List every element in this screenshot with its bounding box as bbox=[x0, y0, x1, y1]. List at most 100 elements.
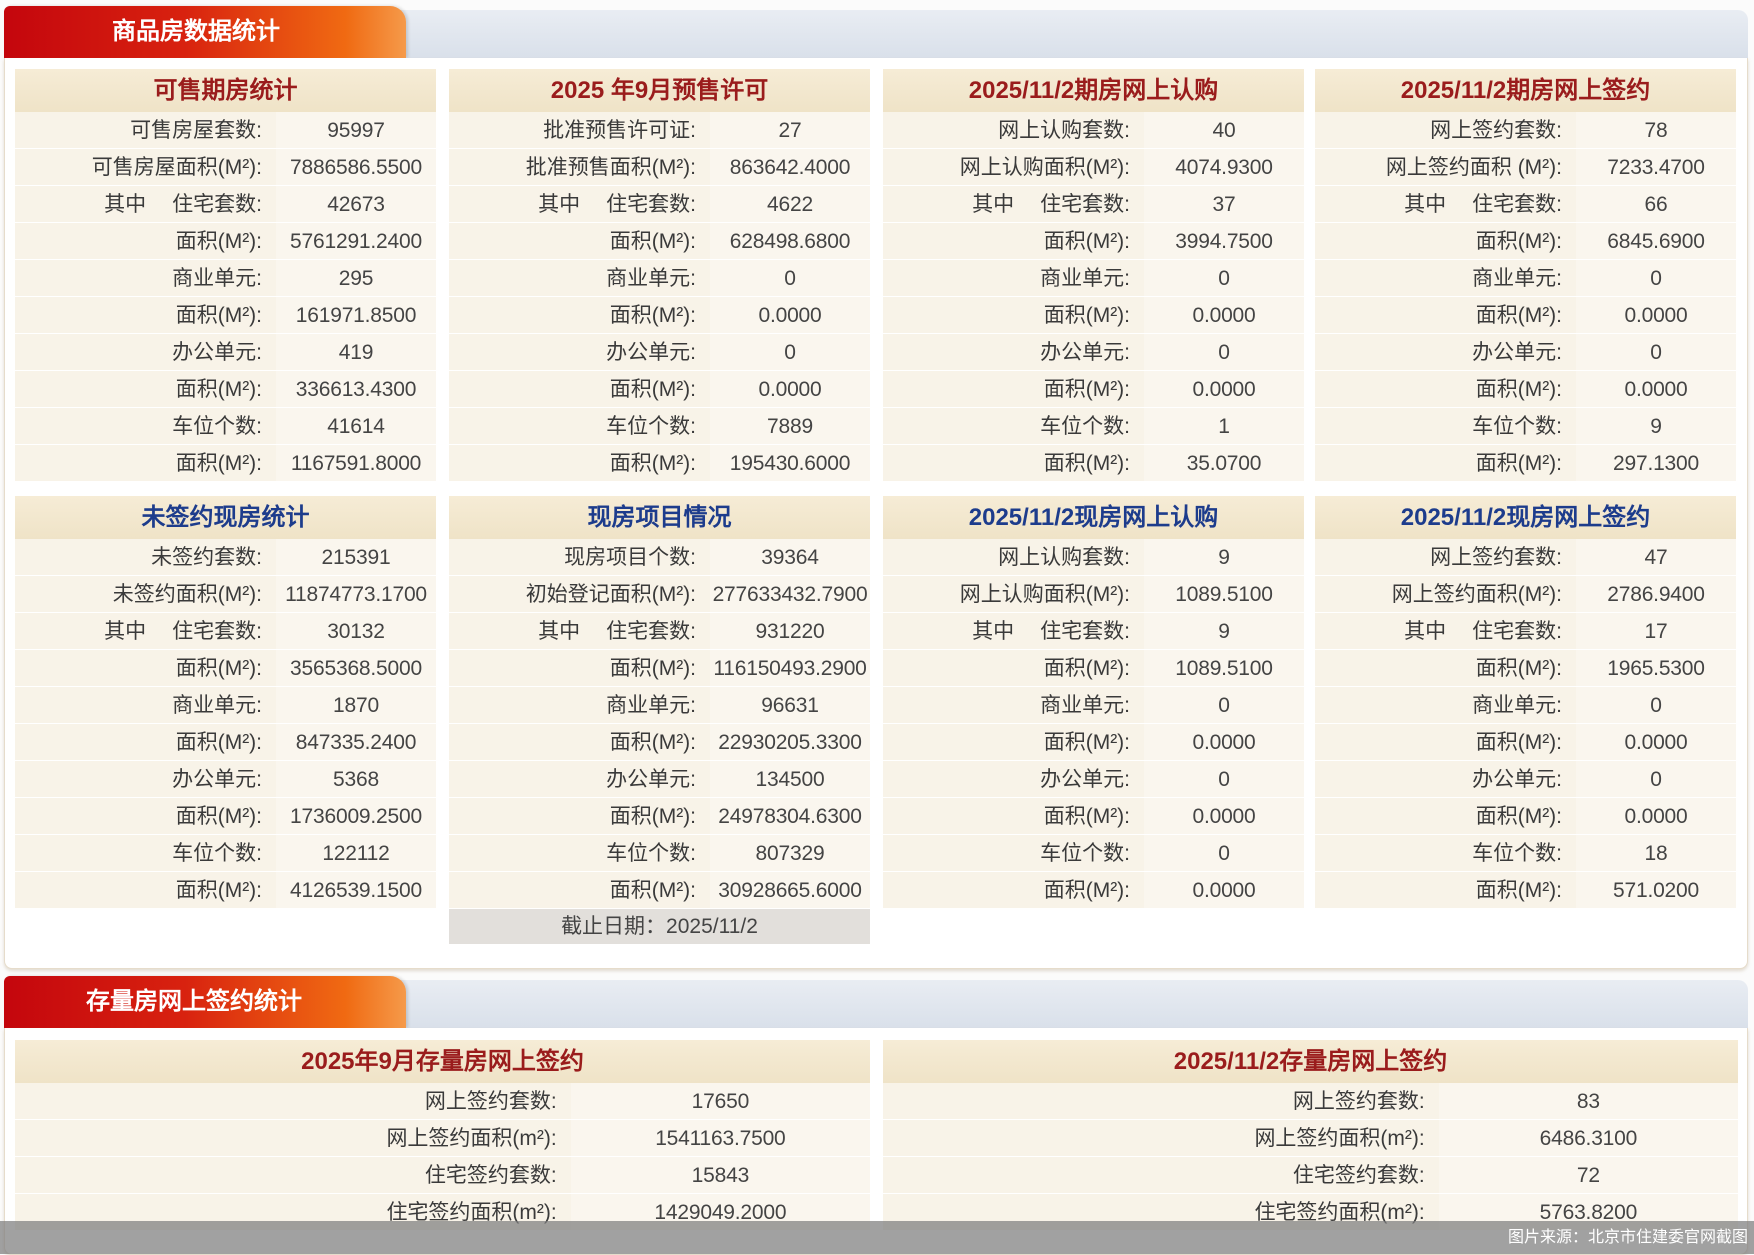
row-value: 96631 bbox=[710, 687, 870, 723]
row-value: 7889 bbox=[710, 408, 870, 444]
panel-title: 可售期房统计 bbox=[15, 69, 436, 112]
row-label-text: 办公单元: bbox=[1040, 768, 1131, 791]
row-label-text: 住宅套数: bbox=[172, 620, 263, 643]
row-value: 3994.7500 bbox=[1144, 223, 1304, 259]
row-value: 134500 bbox=[710, 761, 870, 797]
row-value: 72 bbox=[1438, 1157, 1738, 1193]
row-value: 1965.5300 bbox=[1576, 650, 1736, 686]
row-label: 商业单元: bbox=[15, 260, 276, 296]
table-row: 面积(M²): 161971.8500 bbox=[15, 297, 436, 334]
row-value: 0 bbox=[1144, 835, 1304, 871]
table-row: 面积(M²): 0.0000 bbox=[883, 872, 1304, 909]
table-row: 可售房屋套数: 95997 bbox=[15, 112, 436, 149]
row-label: 面积(M²): bbox=[449, 445, 710, 481]
row-value: 27 bbox=[710, 112, 870, 148]
row-label-text: 网上签约面积(m²): bbox=[386, 1127, 557, 1150]
table-row: 面积(M²): 1089.5100 bbox=[883, 650, 1304, 687]
row-label-text: 商业单元: bbox=[1040, 694, 1131, 717]
row-value: 1870 bbox=[276, 687, 436, 723]
row-label-text: 面积(M²): bbox=[1043, 657, 1131, 680]
table-row: 车位个数: 41614 bbox=[15, 408, 436, 445]
table-row: 面积(M²): 22930205.3300 bbox=[449, 724, 870, 761]
cutoff-date: 截止日期：2025/11/2 bbox=[449, 909, 870, 944]
row-label: 面积(M²): bbox=[15, 798, 276, 834]
row-value: 9 bbox=[1144, 539, 1304, 575]
row-label: 面积(M²): bbox=[883, 371, 1144, 407]
row-value: 0.0000 bbox=[710, 297, 870, 333]
table-row: 办公单元: 0 bbox=[883, 761, 1304, 798]
table-row: 面积(M²): 0.0000 bbox=[449, 371, 870, 408]
stats-panel: 2025/11/2期房网上签约 网上签约套数: 78 网上签约面积 (M²): 7233… bbox=[1315, 69, 1736, 482]
row-prefix: 其中 bbox=[104, 193, 147, 216]
caption-overlay: 图片来源：北京市住建委官网截图 bbox=[0, 1221, 1754, 1254]
row-label-text: 面积(M²): bbox=[175, 879, 263, 902]
table-row: 面积(M²): 0.0000 bbox=[883, 371, 1304, 408]
row-label-text: 商业单元: bbox=[606, 694, 697, 717]
row-label-text: 办公单元: bbox=[172, 768, 263, 791]
row-label: 面积(M²): bbox=[883, 724, 1144, 760]
row-label-text: 办公单元: bbox=[1040, 341, 1131, 364]
table-row: 商业单元: 0 bbox=[883, 687, 1304, 724]
row-label-text: 网上认购面积(M²): bbox=[959, 583, 1131, 606]
row-label-text: 商业单元: bbox=[606, 267, 697, 290]
new-housing-container: 可售期房统计 可售房屋套数: 95997 可售房屋面积(M²): 7886586.550… bbox=[4, 58, 1748, 969]
row-label: 其中 住宅套数: bbox=[449, 613, 710, 649]
table-row: 车位个数: 1 bbox=[883, 408, 1304, 445]
row-label-text: 住宅签约套数: bbox=[1292, 1164, 1425, 1187]
table-row: 面积(M²): 0.0000 bbox=[1315, 798, 1736, 835]
table-row: 商业单元: 0 bbox=[883, 260, 1304, 297]
row-label-text: 面积(M²): bbox=[1475, 731, 1563, 754]
row-value: 9 bbox=[1144, 613, 1304, 649]
row-value: 1541163.7500 bbox=[570, 1120, 870, 1156]
row-value: 3565368.5000 bbox=[276, 650, 436, 686]
row-value: 0.0000 bbox=[1576, 798, 1736, 834]
table-row: 商业单元: 96631 bbox=[449, 687, 870, 724]
table-row: 网上签约套数: 17650 bbox=[15, 1083, 870, 1120]
row-label: 面积(M²): bbox=[15, 223, 276, 259]
row-value: 0 bbox=[1144, 334, 1304, 370]
row-value: 297.1300 bbox=[1576, 445, 1736, 481]
row-value: 863642.4000 bbox=[710, 149, 870, 185]
row-value: 0 bbox=[1144, 260, 1304, 296]
section-tab: 存量房网上签约统计 bbox=[4, 976, 406, 1028]
row-prefix: 其中 bbox=[1404, 620, 1447, 643]
row-value: 1167591.8000 bbox=[276, 445, 436, 481]
table-row: 网上签约套数: 47 bbox=[1315, 539, 1736, 576]
row-label: 商业单元: bbox=[883, 260, 1144, 296]
row-label-text: 车位个数: bbox=[606, 415, 697, 438]
row-value: 0 bbox=[710, 260, 870, 296]
table-row: 网上认购套数: 9 bbox=[883, 539, 1304, 576]
row-label-text: 面积(M²): bbox=[175, 378, 263, 401]
row-label-text: 初始登记面积(M²): bbox=[525, 583, 697, 606]
row-label: 面积(M²): bbox=[1315, 371, 1576, 407]
row-value: 931220 bbox=[710, 613, 870, 649]
row-value: 41614 bbox=[276, 408, 436, 444]
row-value: 24978304.6300 bbox=[710, 798, 870, 834]
row-label: 办公单元: bbox=[1315, 761, 1576, 797]
row-label: 网上签约面积(M²): bbox=[1315, 576, 1576, 612]
row-label: 初始登记面积(M²): bbox=[449, 576, 710, 612]
stats-panel: 2025/11/2现房网上认购 网上认购套数: 9 网上认购面积(M²): 1089.5… bbox=[883, 496, 1304, 909]
table-row: 面积(M²): 4126539.1500 bbox=[15, 872, 436, 909]
row-label: 未签约面积(M²): bbox=[15, 576, 276, 612]
row-label-text: 面积(M²): bbox=[609, 452, 697, 475]
table-row: 面积(M²): 297.1300 bbox=[1315, 445, 1736, 482]
row-value: 30132 bbox=[276, 613, 436, 649]
table-row: 面积(M²): 571.0200 bbox=[1315, 872, 1736, 909]
row-label-text: 面积(M²): bbox=[1043, 805, 1131, 828]
row-value: 9 bbox=[1576, 408, 1736, 444]
row-label-text: 未签约面积(M²): bbox=[112, 583, 263, 606]
table-row: 网上签约面积(m²): 6486.3100 bbox=[883, 1120, 1738, 1157]
row-label: 面积(M²): bbox=[15, 724, 276, 760]
table-row: 面积(M²): 847335.2400 bbox=[15, 724, 436, 761]
row-label-text: 面积(M²): bbox=[609, 879, 697, 902]
row-label-text: 车位个数: bbox=[606, 842, 697, 865]
row-label: 商业单元: bbox=[449, 687, 710, 723]
row-value: 161971.8500 bbox=[276, 297, 436, 333]
resale-container: 2025年9月存量房网上签约 网上签约套数: 17650 网上签约面积(m²): 154… bbox=[4, 1028, 1748, 1255]
row-label: 其中 住宅套数: bbox=[1315, 186, 1576, 222]
row-label: 车位个数: bbox=[1315, 835, 1576, 871]
row-label: 商业单元: bbox=[15, 687, 276, 723]
row-label: 网上认购面积(M²): bbox=[883, 576, 1144, 612]
row-value: 35.0700 bbox=[1144, 445, 1304, 481]
